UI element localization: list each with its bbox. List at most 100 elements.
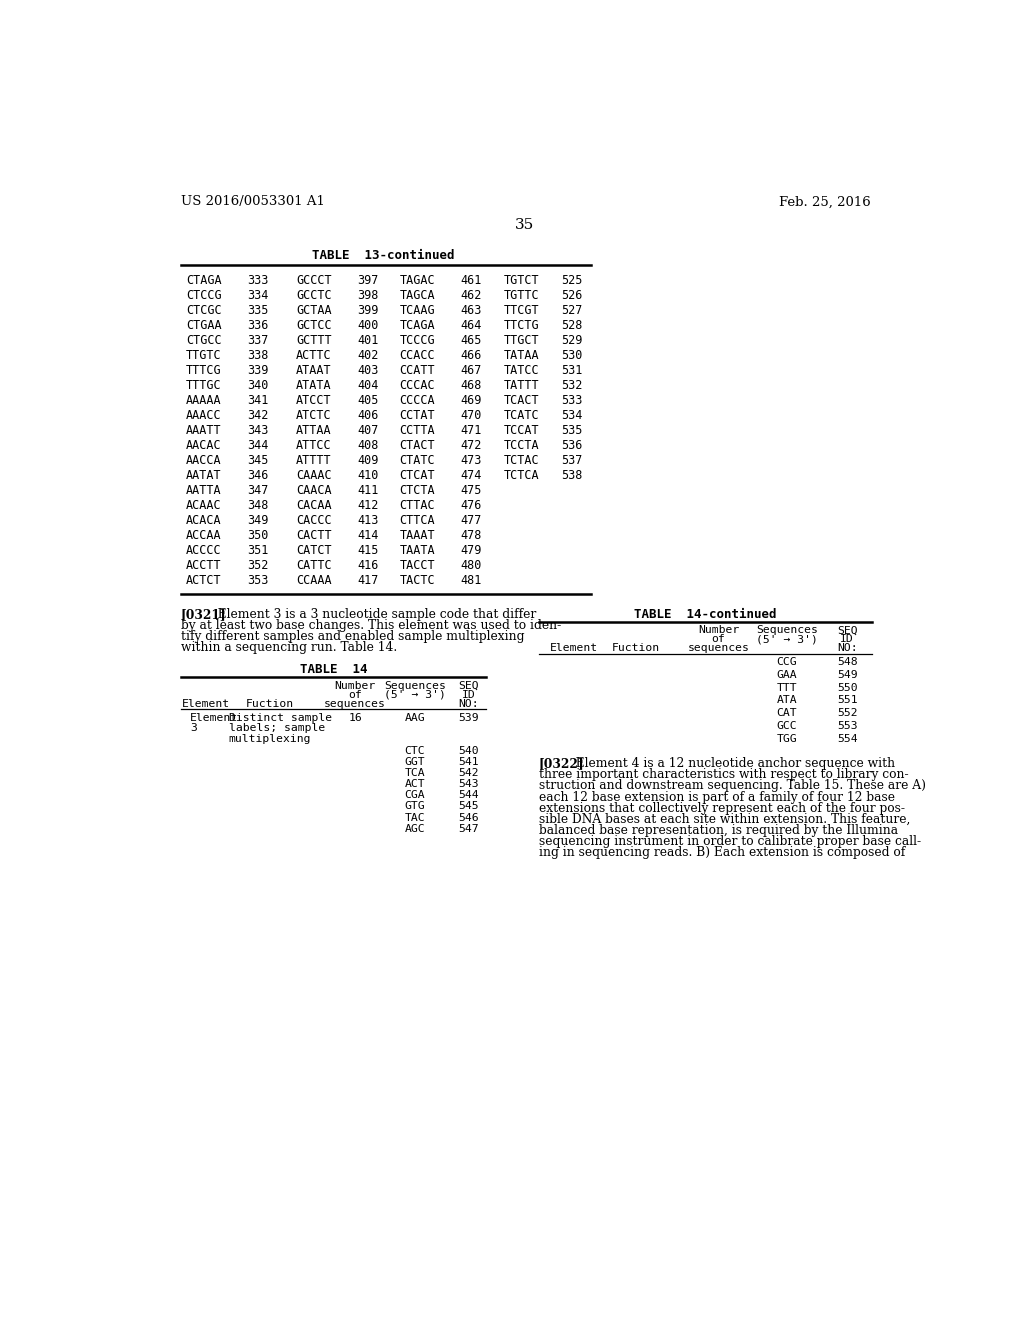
- Text: struction and downstream sequencing. Table 15. These are A): struction and downstream sequencing. Tab…: [539, 779, 926, 792]
- Text: CACAA: CACAA: [296, 499, 332, 512]
- Text: 338: 338: [247, 348, 268, 362]
- Text: Element 3 is a 3 nucleotide sample code that differ: Element 3 is a 3 nucleotide sample code …: [210, 607, 537, 620]
- Text: ACCAA: ACCAA: [186, 529, 222, 543]
- Text: TAC: TAC: [404, 813, 425, 822]
- Text: sible DNA bases at each site within extension. This feature,: sible DNA bases at each site within exte…: [539, 813, 910, 826]
- Text: 347: 347: [247, 484, 268, 498]
- Text: SEQ: SEQ: [459, 681, 479, 690]
- Text: Fuction: Fuction: [611, 643, 659, 653]
- Text: CCG: CCG: [776, 657, 797, 668]
- Text: extensions that collectively represent each of the four pos-: extensions that collectively represent e…: [539, 801, 905, 814]
- Text: 406: 406: [357, 409, 379, 422]
- Text: 531: 531: [561, 364, 583, 378]
- Text: (5' → 3'): (5' → 3'): [384, 689, 445, 700]
- Text: ATCTC: ATCTC: [296, 409, 332, 422]
- Text: 341: 341: [247, 395, 268, 407]
- Text: [0321]: [0321]: [180, 607, 226, 620]
- Text: CATTC: CATTC: [296, 560, 332, 572]
- Text: 402: 402: [357, 348, 379, 362]
- Text: ACACA: ACACA: [186, 515, 222, 527]
- Text: 473: 473: [461, 454, 482, 467]
- Text: GCC: GCC: [776, 721, 797, 731]
- Text: AAAAA: AAAAA: [186, 395, 222, 407]
- Text: AATTA: AATTA: [186, 484, 222, 498]
- Text: 541: 541: [459, 756, 479, 767]
- Text: TCTCA: TCTCA: [504, 469, 540, 482]
- Text: 470: 470: [461, 409, 482, 422]
- Text: 551: 551: [837, 696, 857, 705]
- Text: 343: 343: [247, 424, 268, 437]
- Text: Distinct sample: Distinct sample: [228, 713, 332, 723]
- Text: ATA: ATA: [776, 696, 797, 705]
- Text: 466: 466: [461, 348, 482, 362]
- Text: CTCGC: CTCGC: [186, 304, 222, 317]
- Text: 411: 411: [357, 484, 379, 498]
- Text: 353: 353: [247, 574, 268, 587]
- Text: 461: 461: [461, 275, 482, 286]
- Text: CTTAC: CTTAC: [399, 499, 435, 512]
- Text: TCA: TCA: [404, 768, 425, 777]
- Text: CCATT: CCATT: [399, 364, 435, 378]
- Text: TACTC: TACTC: [399, 574, 435, 587]
- Text: 416: 416: [357, 560, 379, 572]
- Text: TTTGC: TTTGC: [186, 379, 222, 392]
- Text: ing in sequencing reads. B) Each extension is composed of: ing in sequencing reads. B) Each extensi…: [539, 846, 905, 859]
- Text: 478: 478: [461, 529, 482, 543]
- Text: Number: Number: [335, 681, 376, 690]
- Text: ATTAA: ATTAA: [296, 424, 332, 437]
- Text: CATCT: CATCT: [296, 544, 332, 557]
- Text: TCCTA: TCCTA: [504, 440, 540, 451]
- Text: TCCCG: TCCCG: [399, 334, 435, 347]
- Text: 530: 530: [561, 348, 583, 362]
- Text: NO:: NO:: [459, 698, 479, 709]
- Text: TAAAT: TAAAT: [399, 529, 435, 543]
- Text: 413: 413: [357, 515, 379, 527]
- Text: CCCCA: CCCCA: [399, 395, 435, 407]
- Text: CACTT: CACTT: [296, 529, 332, 543]
- Text: CCCAC: CCCAC: [399, 379, 435, 392]
- Text: 539: 539: [459, 713, 479, 723]
- Text: CTATC: CTATC: [399, 454, 435, 467]
- Text: TACCT: TACCT: [399, 560, 435, 572]
- Text: CAAAC: CAAAC: [296, 469, 332, 482]
- Text: 474: 474: [461, 469, 482, 482]
- Text: 397: 397: [357, 275, 379, 286]
- Text: GCCCT: GCCCT: [296, 275, 332, 286]
- Text: 549: 549: [837, 671, 857, 680]
- Text: 465: 465: [461, 334, 482, 347]
- Text: TTGTC: TTGTC: [186, 348, 222, 362]
- Text: 464: 464: [461, 319, 482, 331]
- Text: 409: 409: [357, 454, 379, 467]
- Text: 525: 525: [561, 275, 583, 286]
- Text: 467: 467: [461, 364, 482, 378]
- Text: 462: 462: [461, 289, 482, 302]
- Text: 538: 538: [561, 469, 583, 482]
- Text: each 12 base extension is part of a family of four 12 base: each 12 base extension is part of a fami…: [539, 791, 895, 804]
- Text: of: of: [712, 635, 725, 644]
- Text: Element: Element: [181, 698, 229, 709]
- Text: 533: 533: [561, 395, 583, 407]
- Text: 477: 477: [461, 515, 482, 527]
- Text: AAACC: AAACC: [186, 409, 222, 422]
- Text: TCCAT: TCCAT: [504, 424, 540, 437]
- Text: GCCTC: GCCTC: [296, 289, 332, 302]
- Text: 400: 400: [357, 319, 379, 331]
- Text: TATAA: TATAA: [504, 348, 540, 362]
- Text: 532: 532: [561, 379, 583, 392]
- Text: AATAT: AATAT: [186, 469, 222, 482]
- Text: 333: 333: [247, 275, 268, 286]
- Text: (5' → 3'): (5' → 3'): [756, 635, 818, 644]
- Text: CTC: CTC: [404, 746, 425, 755]
- Text: 3: 3: [190, 723, 197, 733]
- Text: AAATT: AAATT: [186, 424, 222, 437]
- Text: 350: 350: [247, 529, 268, 543]
- Text: CCAAA: CCAAA: [296, 574, 332, 587]
- Text: 536: 536: [561, 440, 583, 451]
- Text: CTTCA: CTTCA: [399, 515, 435, 527]
- Text: TATCC: TATCC: [504, 364, 540, 378]
- Text: labels; sample: labels; sample: [228, 723, 325, 733]
- Text: 548: 548: [837, 657, 857, 668]
- Text: GCTAA: GCTAA: [296, 304, 332, 317]
- Text: CCTTA: CCTTA: [399, 424, 435, 437]
- Text: ACAAC: ACAAC: [186, 499, 222, 512]
